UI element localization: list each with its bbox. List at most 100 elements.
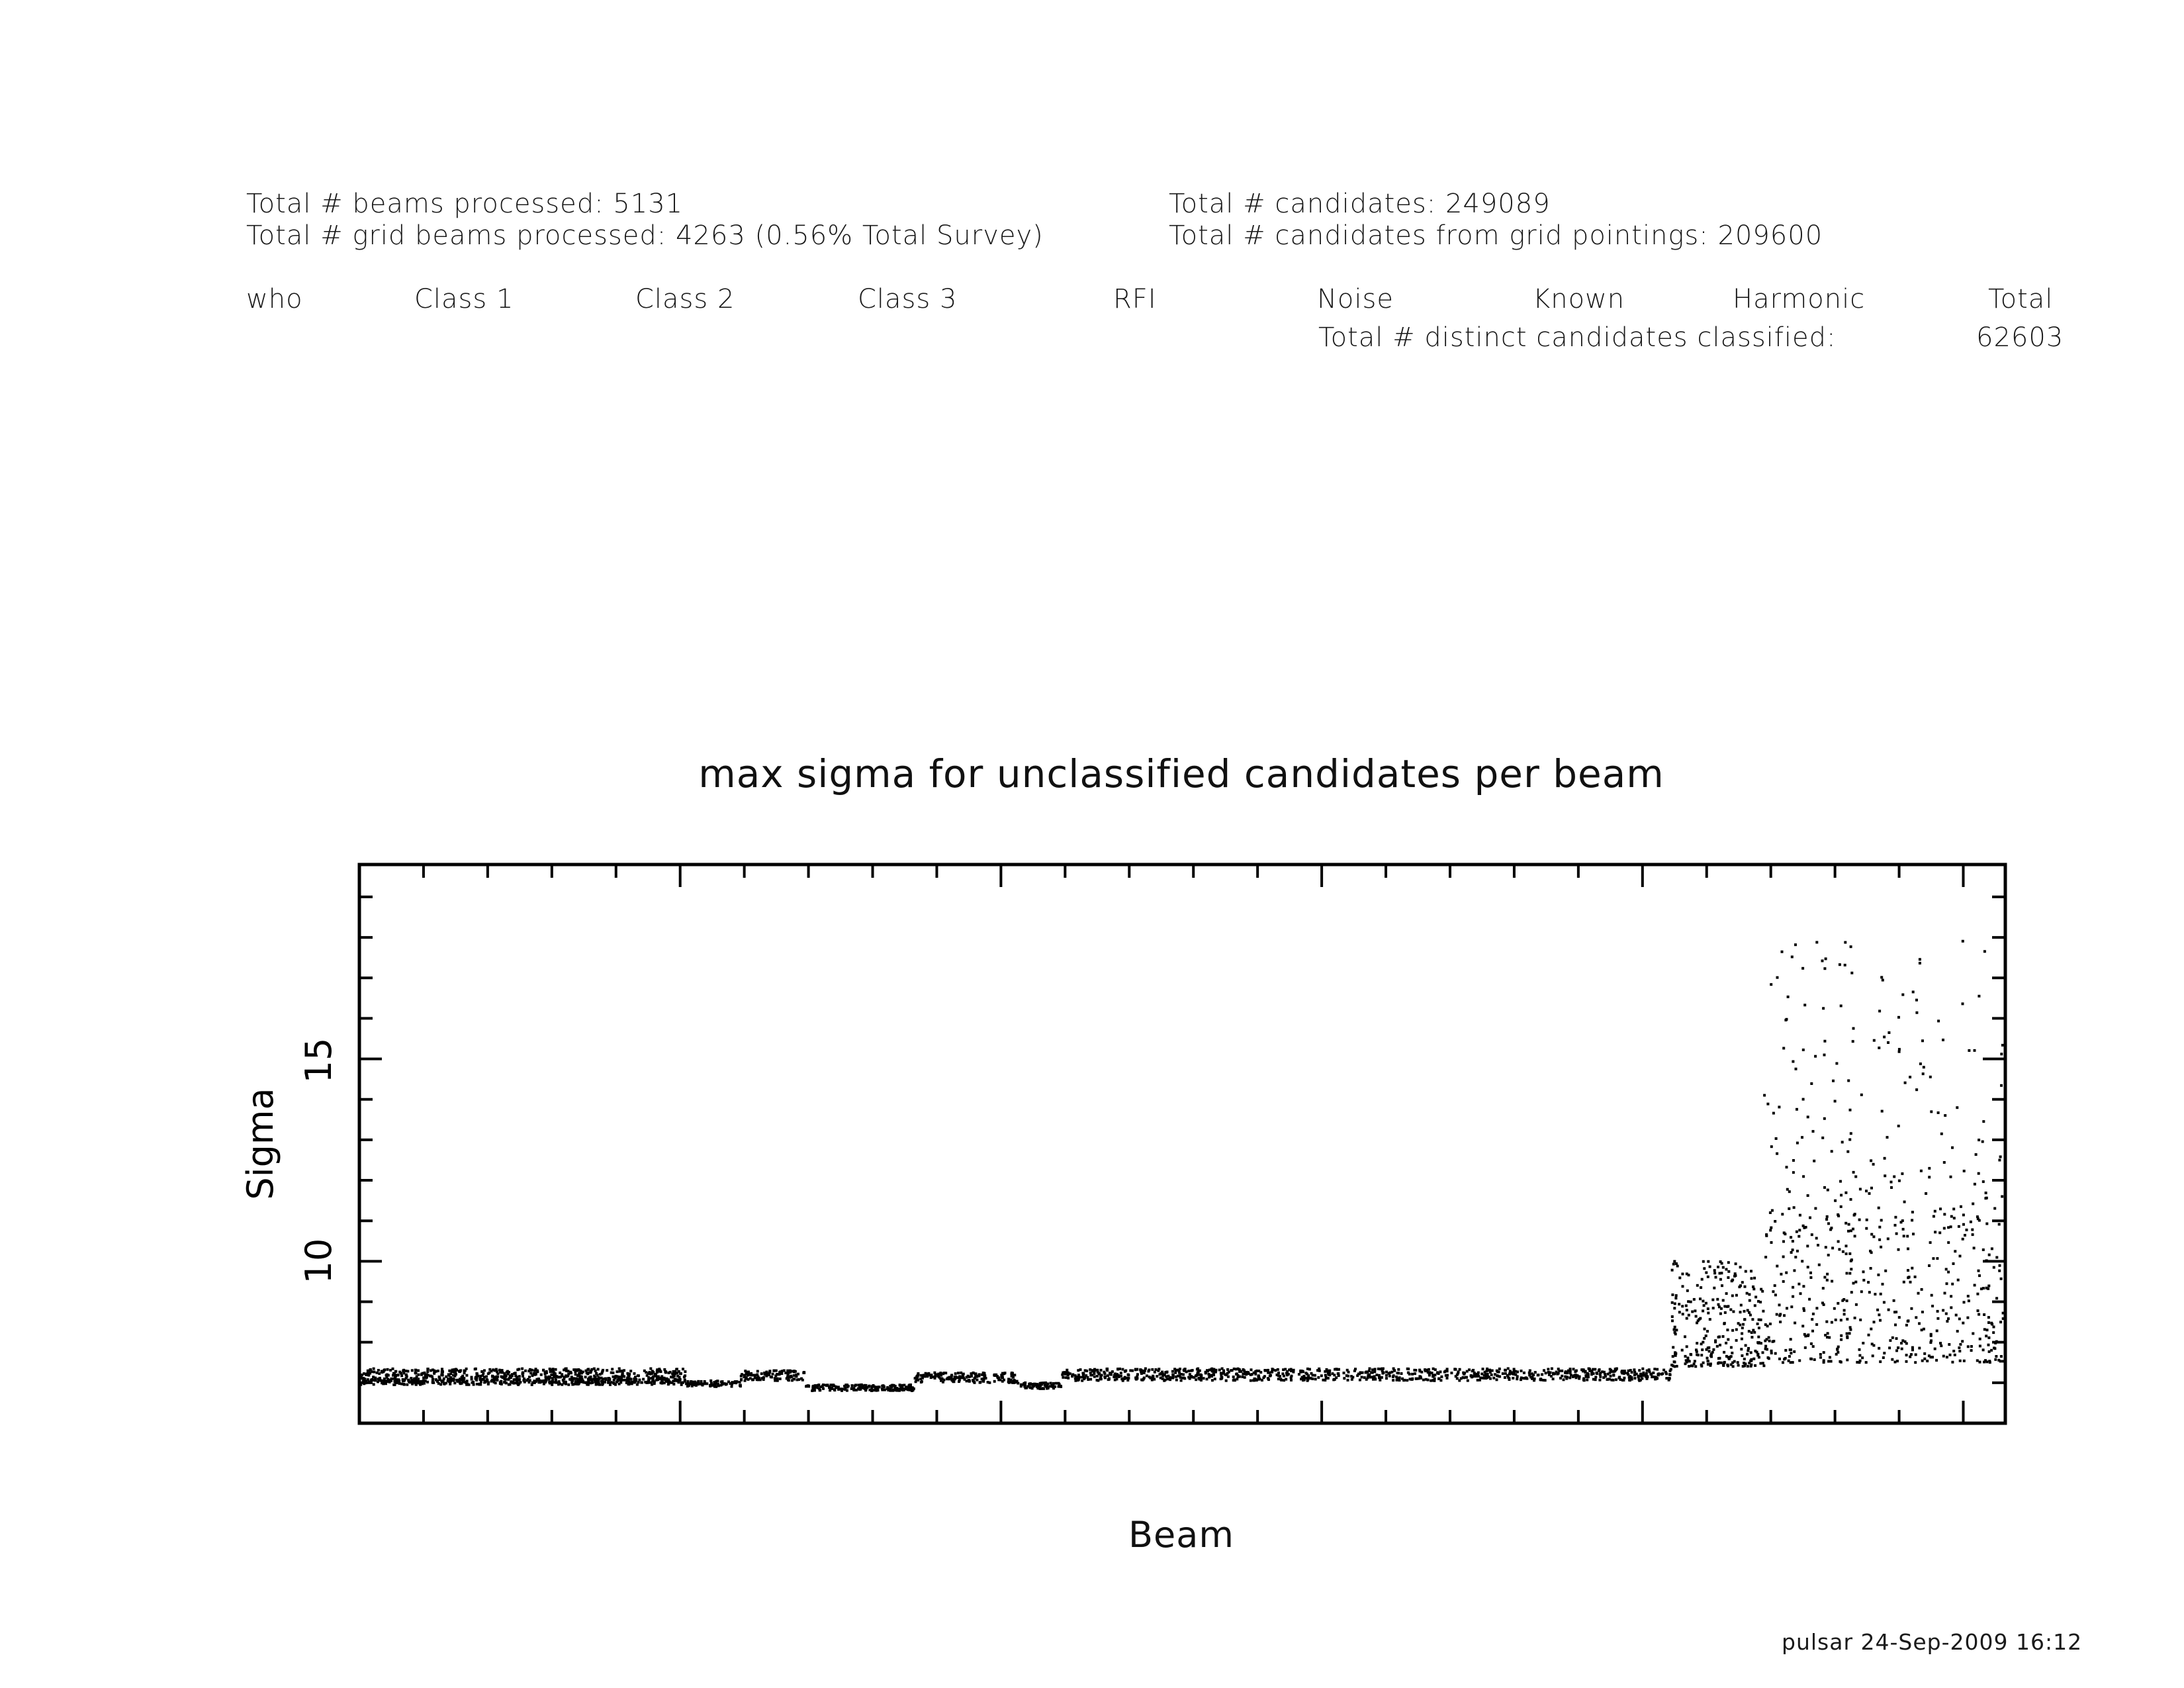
data-point xyxy=(1040,1382,1043,1385)
data-point xyxy=(1030,1387,1034,1390)
data-point xyxy=(1578,1377,1581,1380)
data-point xyxy=(1547,1373,1551,1376)
data-point xyxy=(1907,1269,1909,1272)
data-point xyxy=(689,1382,692,1385)
data-point xyxy=(1178,1371,1181,1374)
data-point xyxy=(1788,1355,1791,1358)
data-point xyxy=(1465,1376,1468,1379)
data-point xyxy=(600,1376,603,1380)
data-point xyxy=(1789,1338,1792,1341)
data-point xyxy=(1809,1357,1813,1360)
data-point xyxy=(1858,1218,1861,1221)
data-point xyxy=(1735,1293,1738,1297)
data-point xyxy=(1508,1372,1511,1376)
data-point xyxy=(1823,1039,1827,1043)
data-point xyxy=(494,1376,497,1379)
data-point xyxy=(448,1369,451,1372)
data-point xyxy=(411,1382,414,1385)
data-point xyxy=(1726,1329,1729,1332)
data-point xyxy=(1044,1381,1048,1384)
data-point xyxy=(1721,1284,1723,1288)
data-point xyxy=(1717,1305,1721,1309)
data-point xyxy=(1940,1344,1943,1348)
data-point xyxy=(1378,1376,1381,1380)
data-point xyxy=(1690,1364,1693,1368)
data-point xyxy=(414,1382,418,1385)
data-point xyxy=(1984,1192,1987,1195)
data-point xyxy=(1198,1378,1201,1381)
data-point xyxy=(1754,1349,1757,1352)
data-point xyxy=(1551,1378,1555,1381)
data-point xyxy=(528,1368,531,1371)
data-point xyxy=(1630,1378,1633,1381)
data-point xyxy=(1788,1190,1791,1194)
data-point xyxy=(929,1376,933,1380)
data-point xyxy=(1590,1373,1593,1376)
data-point xyxy=(1928,1166,1931,1170)
data-point xyxy=(617,1377,620,1380)
data-point xyxy=(1964,1234,1966,1237)
data-point xyxy=(1480,1372,1484,1376)
data-point xyxy=(968,1375,971,1378)
data-point xyxy=(1725,1341,1728,1344)
data-point xyxy=(944,1372,948,1375)
data-point xyxy=(1068,1372,1071,1376)
data-point xyxy=(1347,1370,1350,1374)
data-point xyxy=(1093,1372,1096,1376)
data-point xyxy=(1213,1378,1216,1381)
data-point xyxy=(772,1369,776,1372)
data-point xyxy=(1013,1378,1016,1382)
data-point xyxy=(1752,1288,1756,1291)
data-point xyxy=(1431,1379,1434,1382)
data-point xyxy=(1179,1376,1182,1379)
data-point xyxy=(584,1369,588,1372)
data-point xyxy=(760,1372,763,1376)
data-point xyxy=(1484,1375,1488,1378)
data-point xyxy=(440,1373,443,1376)
data-point xyxy=(1071,1373,1075,1376)
data-point xyxy=(1884,1269,1888,1272)
data-point xyxy=(852,1388,856,1391)
data-point xyxy=(1549,1375,1553,1378)
data-point xyxy=(1810,1233,1813,1237)
data-point xyxy=(1669,1368,1672,1371)
data-point xyxy=(1392,1379,1395,1382)
data-point xyxy=(745,1377,747,1380)
data-point xyxy=(1713,1272,1717,1275)
data-point xyxy=(416,1382,420,1385)
data-point xyxy=(1914,1353,1917,1356)
data-point xyxy=(1565,1377,1569,1380)
data-point xyxy=(1361,1371,1364,1374)
data-point xyxy=(475,1382,478,1385)
data-point xyxy=(1418,1370,1422,1373)
data-point xyxy=(893,1385,897,1387)
data-point xyxy=(516,1376,518,1379)
data-point xyxy=(2001,1195,2004,1198)
data-point xyxy=(1823,1053,1826,1056)
data-point xyxy=(1751,1336,1754,1339)
data-point xyxy=(1052,1387,1056,1390)
data-point xyxy=(1263,1369,1267,1372)
data-point xyxy=(791,1370,794,1373)
y-axis-label: Sigma xyxy=(240,1088,281,1199)
data-point xyxy=(1886,1237,1889,1241)
data-point xyxy=(1506,1374,1509,1377)
data-point xyxy=(1764,1256,1768,1259)
data-point xyxy=(891,1388,895,1391)
data-point xyxy=(1549,1371,1552,1374)
data-point xyxy=(1782,1361,1784,1364)
data-point xyxy=(690,1380,693,1383)
data-point xyxy=(1823,1276,1827,1279)
data-point xyxy=(609,1383,612,1386)
data-point xyxy=(1903,1081,1907,1084)
data-point xyxy=(1023,1385,1026,1388)
data-point xyxy=(638,1378,641,1382)
data-point xyxy=(1929,1241,1932,1244)
data-point xyxy=(1430,1379,1433,1382)
data-point xyxy=(1766,1102,1770,1105)
data-point xyxy=(385,1376,388,1379)
data-point xyxy=(410,1379,414,1382)
data-point xyxy=(1887,1041,1889,1044)
data-point xyxy=(1358,1378,1361,1382)
data-point xyxy=(1759,1301,1762,1303)
